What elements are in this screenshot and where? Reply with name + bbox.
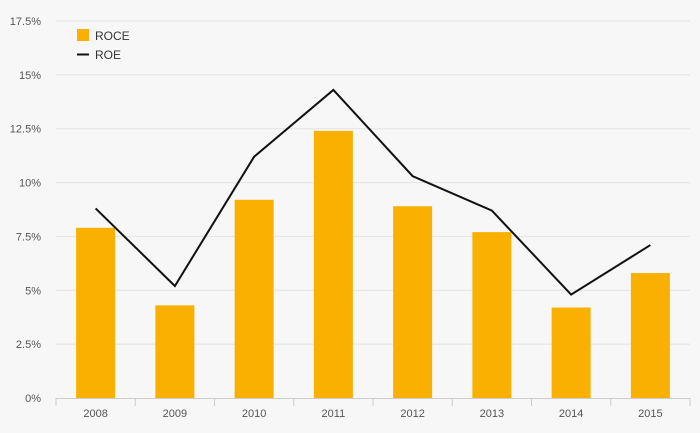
legend-label-roe: ROE <box>95 48 121 62</box>
x-tick-label: 2014 <box>559 408 583 420</box>
bar-roce-2011 <box>313 130 353 398</box>
x-tick-label: 2011 <box>322 408 346 420</box>
roce-bars <box>76 130 670 398</box>
bar-roce-2010 <box>234 199 274 398</box>
legend: ROCE ROE <box>77 29 130 62</box>
y-tick-label: 10% <box>19 178 41 190</box>
y-tick-label: 17.5% <box>10 16 41 28</box>
bar-roce-2015 <box>630 273 670 398</box>
line-roe <box>94 88 651 296</box>
x-tick-label: 2008 <box>83 408 107 420</box>
y-tick-label: 12.5% <box>10 124 41 136</box>
x-tick-label: 2009 <box>163 408 187 420</box>
y-tick-label: 2.5% <box>16 339 41 351</box>
y-tick-label: 7.5% <box>16 231 41 243</box>
bar-roce-2009 <box>155 305 195 398</box>
x-tick-label: 2012 <box>400 408 424 420</box>
legend-label-roce: ROCE <box>95 29 130 43</box>
bar-roce-2008 <box>76 227 116 398</box>
y-tick-label: 15% <box>19 70 41 82</box>
x-axis <box>55 398 691 406</box>
y-axis-ticks: 0% 2.5% 5% 7.5% 10% 12.5% 15% 17.5% <box>10 16 41 405</box>
bar-roce-2013 <box>472 232 512 398</box>
legend-swatch-roce <box>77 29 89 41</box>
bar-roce-2014 <box>551 307 591 398</box>
x-axis-ticks: 2008 2009 2010 2011 2012 2013 2014 2015 <box>83 408 662 420</box>
x-tick-label: 2010 <box>242 408 266 420</box>
x-tick-label: 2013 <box>480 408 504 420</box>
y-tick-label: 5% <box>25 285 41 297</box>
y-tick-label: 0% <box>25 393 41 405</box>
x-tick-label: 2015 <box>638 408 662 420</box>
bar-roce-2012 <box>393 206 433 398</box>
roe-line <box>94 88 651 296</box>
